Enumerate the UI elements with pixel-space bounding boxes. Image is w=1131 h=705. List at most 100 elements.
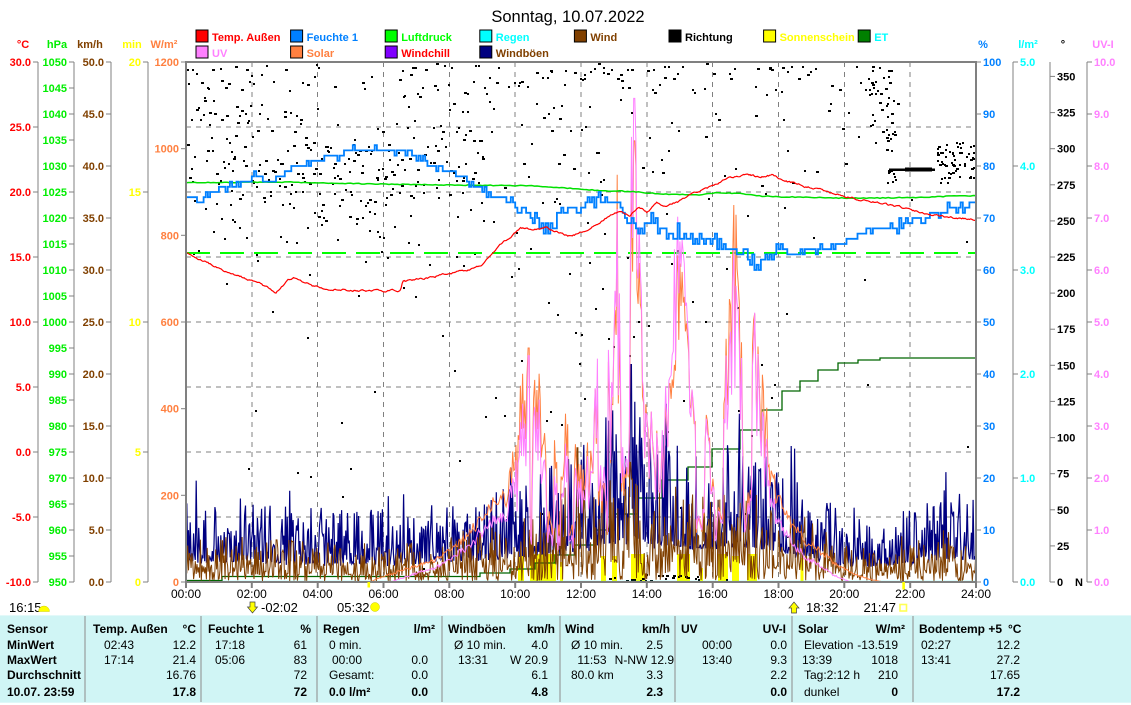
svg-text:Richtung: Richtung xyxy=(685,32,733,44)
svg-text:2.0: 2.0 xyxy=(1020,369,1035,381)
svg-text:6.1: 6.1 xyxy=(531,668,548,682)
svg-text:4.0: 4.0 xyxy=(531,638,548,652)
svg-text:16:00: 16:00 xyxy=(698,587,728,601)
svg-text:2.3: 2.3 xyxy=(646,685,663,699)
svg-text:W 20.9: W 20.9 xyxy=(510,653,548,667)
svg-text:955: 955 xyxy=(49,551,67,563)
svg-text:3.3: 3.3 xyxy=(646,668,663,682)
svg-text:0: 0 xyxy=(135,577,141,589)
svg-text:dunkel: dunkel xyxy=(804,685,839,699)
svg-text:Ø 10 min.: Ø 10 min. xyxy=(454,638,506,652)
svg-text:100: 100 xyxy=(1057,433,1075,445)
svg-text:-02:02: -02:02 xyxy=(261,600,298,615)
svg-text:60: 60 xyxy=(983,265,995,277)
svg-text:km/h: km/h xyxy=(77,39,103,51)
svg-text:0.0: 0.0 xyxy=(89,577,104,589)
svg-text:2.2: 2.2 xyxy=(770,668,787,682)
svg-text:15.0: 15.0 xyxy=(10,252,31,264)
svg-text:225: 225 xyxy=(1057,252,1075,264)
svg-text:Tag:2:12 h: Tag:2:12 h xyxy=(804,668,860,682)
svg-text:W/m²: W/m² xyxy=(151,39,178,51)
svg-text:Wind: Wind xyxy=(565,622,594,636)
svg-text:40.0: 40.0 xyxy=(83,161,104,173)
svg-text:325: 325 xyxy=(1057,108,1075,120)
svg-text:km/h: km/h xyxy=(642,622,670,636)
svg-text:Durchschnitt: Durchschnitt xyxy=(7,668,81,682)
svg-text:00:00: 00:00 xyxy=(702,638,732,652)
svg-text:250: 250 xyxy=(1057,216,1075,228)
svg-text:72: 72 xyxy=(294,685,308,699)
svg-text:0.0: 0.0 xyxy=(411,668,428,682)
svg-text:1040: 1040 xyxy=(43,109,67,121)
svg-text:30.0: 30.0 xyxy=(83,265,104,277)
svg-text:61: 61 xyxy=(294,638,308,652)
svg-text:950: 950 xyxy=(49,577,67,589)
svg-text:995: 995 xyxy=(49,343,67,355)
svg-text:150: 150 xyxy=(1057,360,1075,372)
svg-text:Regen: Regen xyxy=(323,622,360,636)
svg-text:800: 800 xyxy=(161,230,179,242)
svg-text:10.0: 10.0 xyxy=(1094,57,1115,69)
svg-text:275: 275 xyxy=(1057,180,1075,192)
svg-text:210: 210 xyxy=(878,668,898,682)
svg-text:00:00: 00:00 xyxy=(171,587,201,601)
svg-text:0 min.: 0 min. xyxy=(329,638,362,652)
svg-text:12.2: 12.2 xyxy=(997,638,1021,652)
svg-text:9.3: 9.3 xyxy=(770,653,787,667)
svg-text:N-NW 12.9: N-NW 12.9 xyxy=(615,653,675,667)
svg-text:Ø 10 min.: Ø 10 min. xyxy=(571,638,623,652)
svg-text:18:00: 18:00 xyxy=(763,587,793,601)
svg-text:1025: 1025 xyxy=(43,187,67,199)
svg-text:%: % xyxy=(300,622,311,636)
svg-text:960: 960 xyxy=(49,525,67,537)
svg-text:10: 10 xyxy=(129,317,141,329)
svg-text:l/m²: l/m² xyxy=(414,622,435,636)
svg-text:200: 200 xyxy=(1057,288,1075,300)
svg-text:1000: 1000 xyxy=(155,144,179,156)
svg-text:Elevation: Elevation xyxy=(804,638,853,652)
svg-text:5.0: 5.0 xyxy=(1094,317,1109,329)
svg-text:min: min xyxy=(122,39,142,51)
svg-text:UV: UV xyxy=(681,622,698,636)
svg-text:350: 350 xyxy=(1057,71,1075,83)
svg-text:4.0: 4.0 xyxy=(1094,369,1109,381)
svg-text:5.0: 5.0 xyxy=(1020,57,1035,69)
svg-text:08:00: 08:00 xyxy=(434,587,464,601)
svg-text:km/h: km/h xyxy=(527,622,555,636)
svg-text:1030: 1030 xyxy=(43,161,67,173)
svg-text:Windchill: Windchill xyxy=(401,48,450,60)
svg-text:0.0: 0.0 xyxy=(1094,577,1109,589)
svg-text:°: ° xyxy=(1061,39,1065,51)
svg-text:17.2: 17.2 xyxy=(997,685,1021,699)
svg-text:17.8: 17.8 xyxy=(173,685,197,699)
svg-text:Feuchte 1: Feuchte 1 xyxy=(208,622,264,636)
svg-text:175: 175 xyxy=(1057,324,1075,336)
svg-text:1.0: 1.0 xyxy=(1020,473,1035,485)
svg-text:17:18: 17:18 xyxy=(215,638,245,652)
svg-text:35.0: 35.0 xyxy=(83,213,104,225)
svg-text:4.8: 4.8 xyxy=(531,685,548,699)
svg-text:985: 985 xyxy=(49,395,67,407)
svg-text:75: 75 xyxy=(1057,469,1069,481)
svg-text:17:14: 17:14 xyxy=(104,653,134,667)
svg-text:Sensor: Sensor xyxy=(7,622,48,636)
svg-text:965: 965 xyxy=(49,499,67,511)
svg-text:Regen: Regen xyxy=(496,32,530,44)
svg-text:%: % xyxy=(978,39,988,51)
svg-text:400: 400 xyxy=(161,404,179,416)
svg-text:45.0: 45.0 xyxy=(83,109,104,121)
svg-text:10: 10 xyxy=(983,525,995,537)
svg-text:80.0 km: 80.0 km xyxy=(571,668,614,682)
svg-text:6.0: 6.0 xyxy=(1094,265,1109,277)
svg-text:1018: 1018 xyxy=(871,653,898,667)
svg-text:50: 50 xyxy=(983,317,995,329)
svg-text:UV-I: UV-I xyxy=(1092,39,1113,51)
svg-text:0.0: 0.0 xyxy=(411,653,428,667)
svg-text:21:47: 21:47 xyxy=(863,600,896,615)
svg-text:ET: ET xyxy=(874,32,888,44)
svg-text:13:39: 13:39 xyxy=(802,653,832,667)
svg-text:1000: 1000 xyxy=(43,317,67,329)
svg-text:Windböen: Windböen xyxy=(448,622,506,636)
svg-text:8.0: 8.0 xyxy=(1094,161,1109,173)
svg-text:100: 100 xyxy=(983,57,1001,69)
